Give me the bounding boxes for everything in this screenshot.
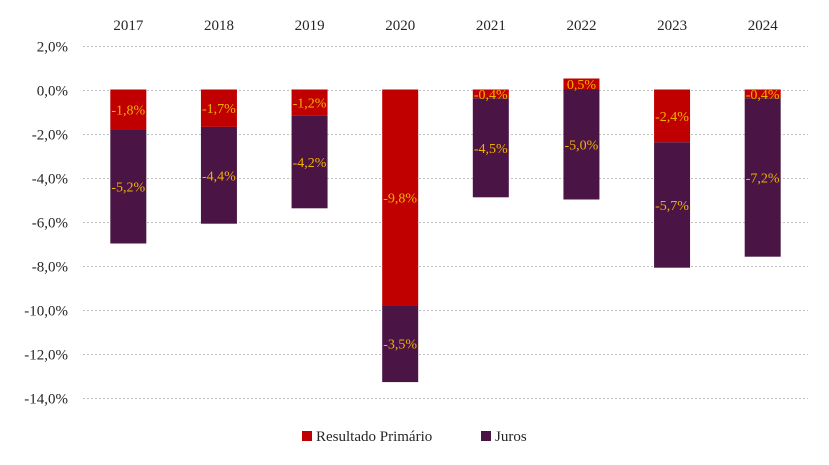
- bar-segment: [110, 129, 147, 244]
- bar-segment: [382, 305, 419, 383]
- bar-segment: [472, 98, 509, 198]
- legend: Resultado Primário Juros: [302, 429, 527, 445]
- x-category-label: 2017: [113, 18, 144, 34]
- bar-segment: [563, 78, 600, 90]
- data-label: -4,4%: [202, 169, 236, 184]
- y-tick-label: -10,0%: [24, 304, 68, 320]
- data-label: -5,0%: [565, 139, 599, 154]
- x-category-label: 2019: [295, 18, 325, 34]
- bar-segment: [472, 89, 509, 99]
- data-label: -7,2%: [746, 172, 780, 187]
- y-tick-label: -6,0%: [32, 216, 68, 232]
- data-label: -1,2%: [293, 97, 327, 112]
- data-label: -3,5%: [383, 338, 417, 353]
- y-tick-label: 0,0%: [37, 84, 68, 100]
- x-axis-categories: 2017 2018 2019 2020 2021 2022 2023 2024: [113, 18, 778, 34]
- data-label: -4,5%: [474, 142, 508, 157]
- data-label: -9,8%: [383, 191, 417, 206]
- y-tick-label: -14,0%: [24, 392, 68, 408]
- x-category-label: 2018: [204, 18, 234, 34]
- data-label: -2,4%: [655, 110, 689, 125]
- legend-swatch-juros: [481, 431, 491, 441]
- data-label: 0,5%: [567, 78, 597, 93]
- data-label: -0,4%: [474, 88, 508, 103]
- legend-swatch-resultado-primario: [302, 431, 312, 441]
- bar-segment: [110, 89, 147, 130]
- y-tick-label: -4,0%: [32, 172, 68, 188]
- y-tick-label: -8,0%: [32, 260, 68, 276]
- bar-segment: [200, 126, 237, 224]
- data-label: -4,2%: [293, 156, 327, 171]
- y-tick-label: -12,0%: [24, 348, 68, 364]
- legend-label-juros: Juros: [495, 429, 527, 445]
- bar-segment: [291, 115, 328, 209]
- bar-segment: [654, 89, 691, 143]
- bar-segment: [200, 89, 237, 127]
- bar-segment: [382, 89, 419, 306]
- data-labels: -1,8% -5,2% -1,7% -4,4% -1,2% -4,2% -9,8% -3,5%…: [111, 78, 780, 353]
- data-label: -1,8%: [111, 103, 145, 118]
- data-label: -0,4%: [746, 88, 780, 103]
- data-label: -5,7%: [655, 199, 689, 214]
- x-category-label: 2021: [476, 18, 506, 34]
- legend-label-resultado-primario: Resultado Primário: [316, 429, 432, 445]
- bars: [110, 78, 781, 383]
- bar-segment: [654, 142, 691, 268]
- y-tick-label: -2,0%: [32, 128, 68, 144]
- x-category-label: 2024: [748, 18, 779, 34]
- y-tick-label: 2,0%: [37, 40, 68, 56]
- x-category-label: 2023: [657, 18, 687, 34]
- x-category-label: 2022: [566, 18, 596, 34]
- bar-segment: [744, 98, 781, 257]
- bar-segment: [563, 89, 600, 200]
- x-category-label: 2020: [385, 18, 415, 34]
- bar-segment: [291, 89, 328, 116]
- bar-segment: [744, 89, 781, 99]
- y-axis-ticks: 2,0% 0,0% -2,0% -4,0% -6,0% -8,0% -10,0% -12,0%…: [24, 40, 68, 408]
- data-label: -1,7%: [202, 102, 236, 117]
- grid-lines: [83, 46, 808, 399]
- data-label: -5,2%: [111, 180, 145, 195]
